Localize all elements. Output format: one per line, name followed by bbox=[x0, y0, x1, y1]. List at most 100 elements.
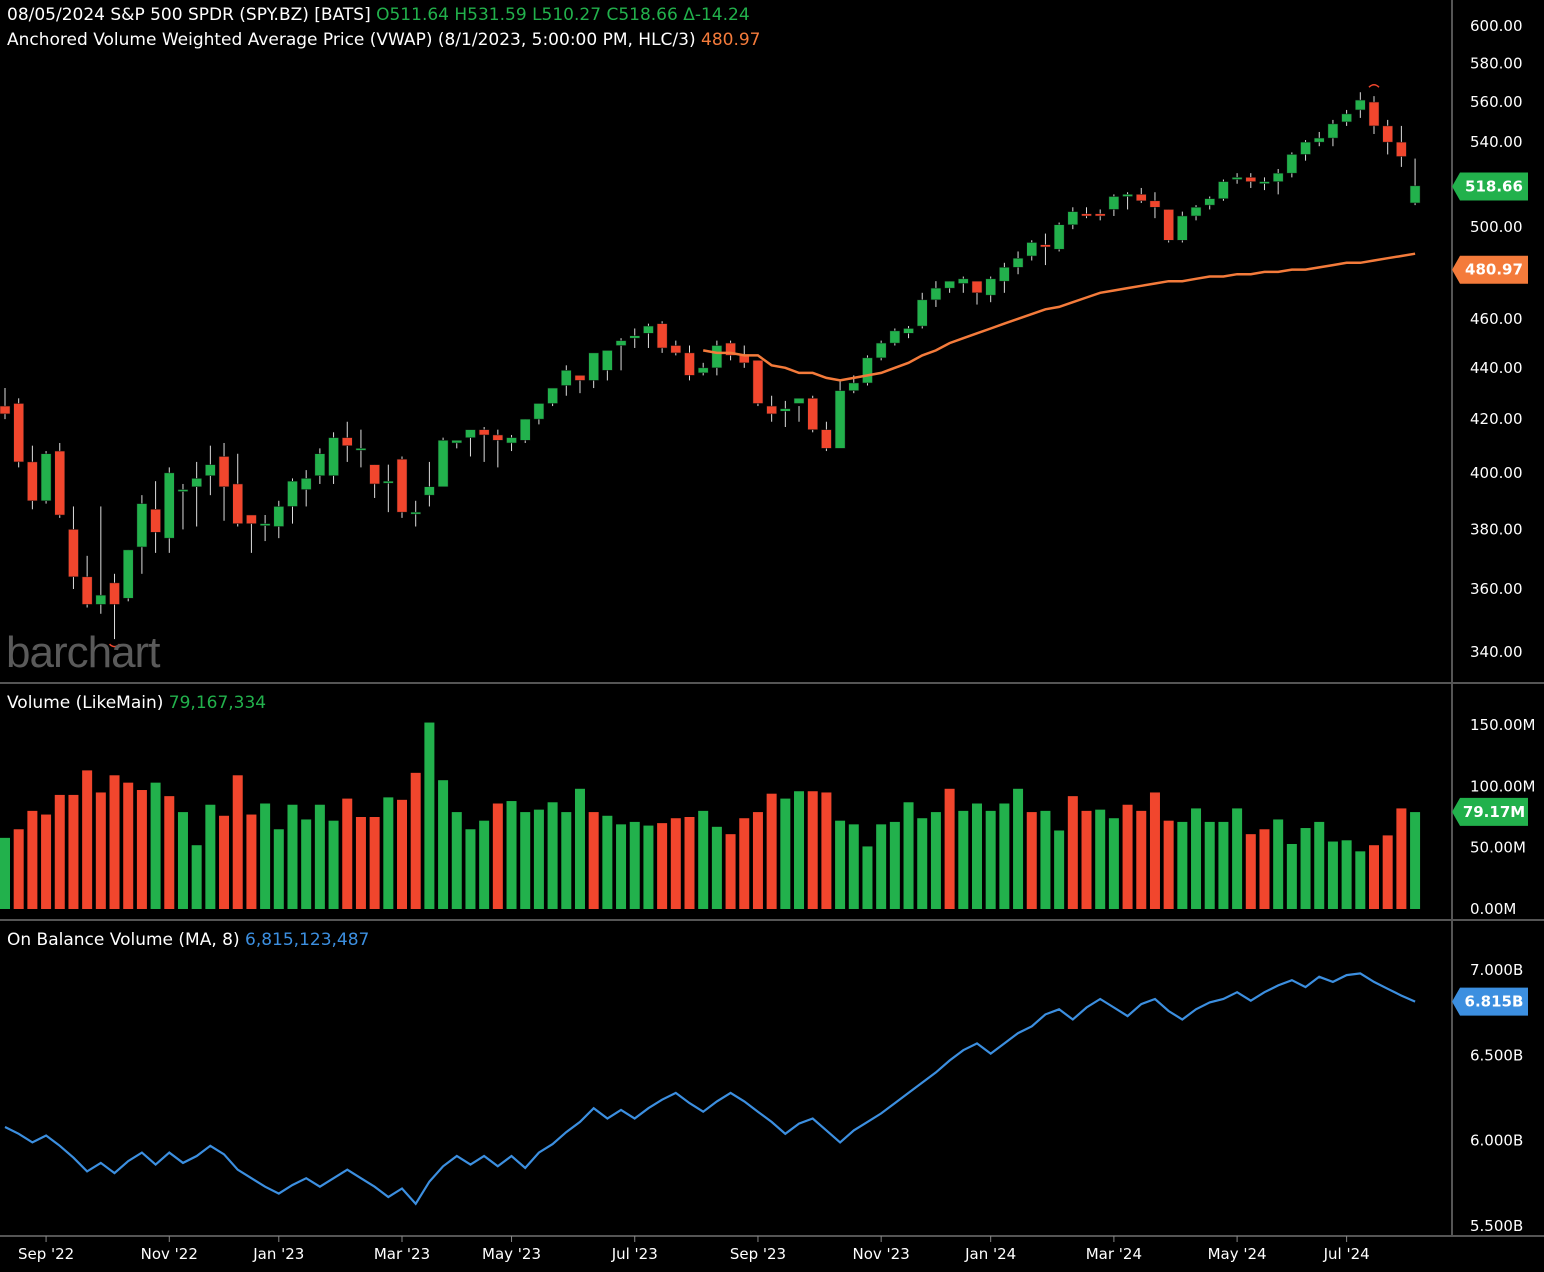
volume-bar bbox=[465, 829, 476, 909]
candle-body bbox=[602, 350, 613, 371]
volume-bar bbox=[1108, 818, 1119, 909]
candle-body bbox=[1122, 194, 1133, 197]
candle-body bbox=[478, 429, 490, 436]
volume-bar bbox=[1314, 821, 1325, 909]
volume-bar bbox=[1382, 835, 1393, 909]
candle-body bbox=[930, 287, 942, 301]
x-tick-label: Jul '23 bbox=[611, 1245, 658, 1263]
volume-bar bbox=[1327, 841, 1338, 909]
volume-bar bbox=[1095, 809, 1106, 909]
candle-body bbox=[875, 342, 887, 359]
volume-bar bbox=[643, 825, 654, 909]
obv-line bbox=[4, 972, 1416, 1206]
candle-body bbox=[0, 405, 11, 415]
price-tick-label: 500.00 bbox=[1470, 218, 1523, 236]
candle-body bbox=[533, 403, 545, 420]
candle-body bbox=[629, 335, 640, 339]
high-marker bbox=[1368, 83, 1380, 88]
volume-bar bbox=[1396, 808, 1407, 909]
volume-bar bbox=[1067, 796, 1078, 909]
candle-body bbox=[95, 594, 107, 605]
candle-body bbox=[465, 429, 476, 438]
candle-body bbox=[164, 472, 175, 539]
volume-bar bbox=[260, 803, 271, 909]
vwap-tag: 480.97 bbox=[1465, 261, 1523, 279]
candle-body bbox=[1163, 209, 1174, 241]
obv-tick-label: 5.500B bbox=[1470, 1217, 1523, 1235]
volume-bar bbox=[1300, 828, 1311, 909]
volume-tag: 79.17M bbox=[1463, 803, 1525, 821]
candle-body bbox=[711, 345, 723, 369]
volume-bar bbox=[1177, 821, 1188, 909]
volume-bar bbox=[164, 796, 175, 909]
price-tick-label: 400.00 bbox=[1470, 464, 1523, 482]
volume-bar bbox=[82, 770, 93, 909]
candle-body bbox=[191, 478, 202, 487]
candle-body bbox=[889, 330, 901, 344]
volume-bar bbox=[1369, 845, 1379, 909]
header-change: Δ-14.24 bbox=[683, 5, 750, 25]
candle-body bbox=[1026, 242, 1037, 257]
volume-bar bbox=[479, 820, 490, 909]
candle-body bbox=[725, 342, 736, 356]
x-tick-label: Jul '24 bbox=[1323, 1245, 1370, 1263]
price-tick-label: 560.00 bbox=[1470, 93, 1523, 111]
x-tick-label: Nov '22 bbox=[141, 1245, 198, 1263]
header-open: O511.64 bbox=[376, 5, 449, 25]
volume-bar bbox=[54, 794, 65, 909]
volume-label: Volume (LikeMain) bbox=[7, 693, 164, 713]
header-date: 08/05/2024 bbox=[7, 5, 105, 25]
volume-bar bbox=[1163, 820, 1174, 909]
x-tick-label: Mar '23 bbox=[374, 1245, 430, 1263]
volume-bar bbox=[397, 799, 408, 909]
barchart-logo: barchart bbox=[6, 628, 160, 677]
obv-label: On Balance Volume (MA, 8) bbox=[7, 930, 240, 950]
candle-body bbox=[1409, 185, 1421, 204]
volume-bar bbox=[13, 829, 24, 909]
candle-body bbox=[793, 398, 805, 404]
price-tick-label: 600.00 bbox=[1470, 17, 1523, 35]
volume-bar bbox=[1232, 808, 1243, 909]
candle-body bbox=[1094, 213, 1106, 217]
volume-bar bbox=[68, 794, 79, 909]
volume-bar bbox=[629, 821, 640, 909]
volume-bar bbox=[958, 810, 969, 909]
candle-body bbox=[1231, 177, 1243, 180]
candle-body bbox=[1190, 207, 1202, 217]
x-tick-label: Mar '24 bbox=[1086, 1245, 1142, 1263]
vwap-path bbox=[702, 252, 1416, 382]
price-tick-label: 580.00 bbox=[1470, 54, 1523, 72]
volume-bar bbox=[342, 798, 353, 909]
volume-bar bbox=[301, 819, 312, 909]
volume-bar bbox=[27, 810, 38, 909]
candle-body bbox=[561, 370, 572, 386]
candle-body bbox=[903, 328, 914, 334]
price-tick-label: 420.00 bbox=[1470, 410, 1523, 428]
candle-body bbox=[834, 390, 846, 449]
volume-bar bbox=[1122, 804, 1133, 909]
volume-bar bbox=[561, 812, 572, 909]
volume-bar bbox=[1273, 819, 1284, 909]
volume-bar bbox=[547, 802, 558, 909]
candle-body bbox=[54, 450, 66, 516]
volume-bar bbox=[835, 820, 846, 909]
price-tick-label: 460.00 bbox=[1470, 310, 1523, 328]
volume-bar bbox=[711, 826, 722, 909]
header-close: C518.66 bbox=[606, 5, 678, 25]
candle-body bbox=[615, 340, 627, 346]
volume-bar bbox=[383, 797, 394, 909]
volume-value: 79,167,334 bbox=[168, 693, 267, 713]
candle-body bbox=[807, 398, 818, 430]
volume-bar bbox=[533, 809, 544, 909]
candle-body bbox=[697, 367, 709, 374]
candle-body bbox=[1040, 244, 1051, 248]
vwap-label: Anchored Volume Weighted Average Price (… bbox=[7, 30, 696, 50]
candle-body bbox=[848, 382, 860, 391]
volume-bar bbox=[1081, 810, 1092, 909]
volume-bar bbox=[492, 803, 503, 909]
gridlines bbox=[0, 0, 1544, 1237]
volume-bar bbox=[0, 837, 10, 909]
volume-bar bbox=[520, 812, 531, 909]
volume-bar bbox=[95, 792, 106, 909]
candle-body bbox=[1053, 224, 1065, 250]
